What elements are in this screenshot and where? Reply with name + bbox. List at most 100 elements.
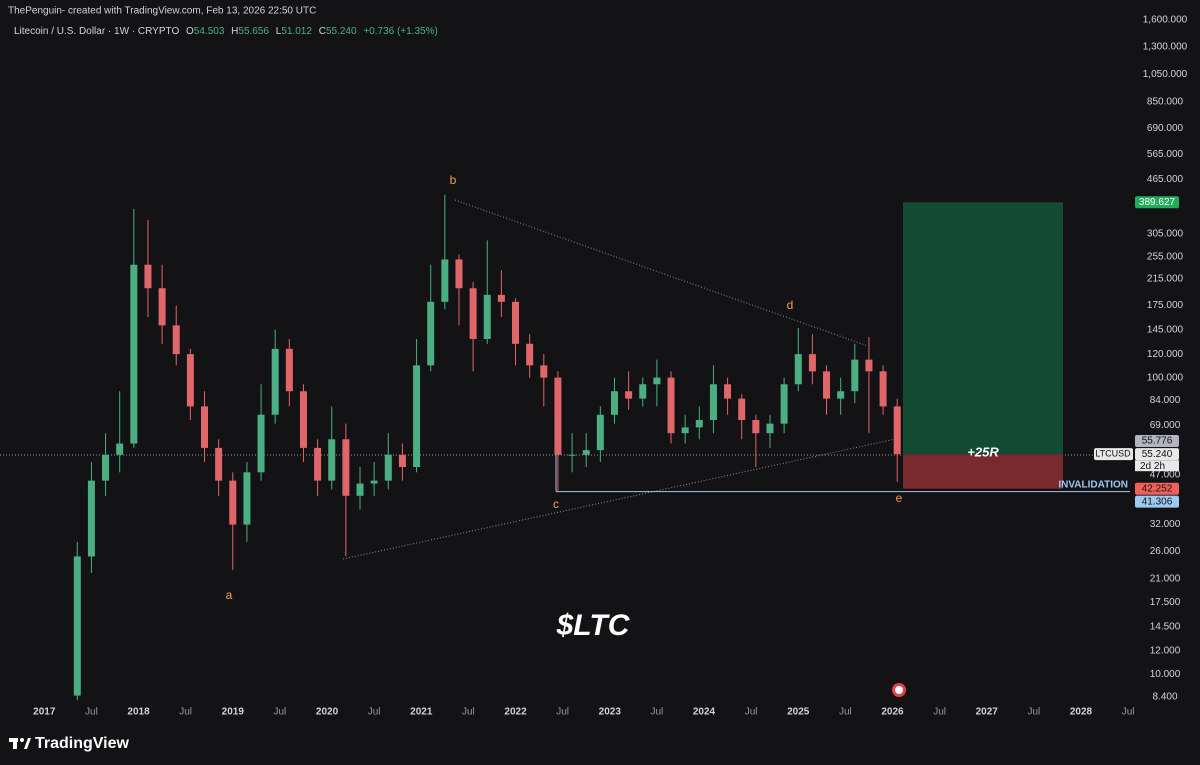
candle-body — [596, 414, 604, 451]
x-tick-label: 2026 — [881, 707, 904, 718]
legend-symbol: Litecoin / U.S. Dollar · 1W · CRYPTO — [14, 26, 179, 37]
legend-key: H — [231, 26, 238, 37]
x-tick-label: 2022 — [504, 707, 527, 718]
price-tag-label: 42.252 — [1142, 483, 1173, 494]
x-tick-label: 2020 — [316, 707, 339, 718]
candle-body — [186, 354, 194, 407]
x-tick-label: 2025 — [787, 707, 810, 718]
x-tick-label: 2017 — [33, 707, 56, 718]
y-tick-label: 32.000 — [1150, 519, 1181, 530]
candle-body — [512, 301, 520, 344]
price-tag — [1135, 196, 1179, 209]
x-tick-label: Jul — [85, 707, 98, 718]
candle-body — [879, 371, 887, 407]
countdown-label: 2d 2h — [1140, 461, 1165, 472]
legend-change: +0.736 (+1.35%) — [363, 26, 438, 37]
y-tick-label: 21.000 — [1150, 574, 1181, 585]
legend-key: O — [186, 26, 194, 37]
price-tag-label: 55.776 — [1142, 436, 1173, 447]
y-tick-label: 69.000 — [1150, 420, 1181, 431]
candle-body — [413, 365, 421, 468]
candle-body — [667, 377, 675, 434]
price-tag — [1135, 448, 1179, 461]
y-tick-label: 14.500 — [1150, 621, 1181, 632]
wave-label: a — [226, 588, 233, 602]
legend-value: 54.503 — [194, 26, 225, 37]
y-tick-label: 145.000 — [1147, 324, 1184, 335]
candle-body — [229, 480, 237, 525]
price-tag-label: 55.240 — [1142, 449, 1173, 460]
y-tick-label: 175.000 — [1147, 300, 1184, 311]
candle-body — [158, 288, 166, 326]
candle-body — [681, 427, 689, 434]
trendline — [454, 199, 869, 347]
legend-key: C — [319, 26, 326, 37]
candle-body — [172, 325, 180, 355]
logo — [9, 738, 31, 749]
x-tick-label: 2019 — [222, 707, 245, 718]
candle-body — [568, 454, 576, 456]
candle-body — [709, 384, 717, 421]
invalidation-label: INVALIDATION — [1058, 479, 1128, 490]
legend-value: 55.656 — [238, 26, 269, 37]
symbol-tag — [1094, 448, 1133, 461]
y-tick-label: 12.000 — [1150, 646, 1181, 657]
price-tag — [1135, 495, 1179, 508]
wave-label: e — [896, 491, 903, 505]
legend-value: 55.240 — [326, 26, 357, 37]
x-tick-label: Jul — [1027, 707, 1040, 718]
candle-body — [497, 294, 505, 302]
y-tick-label: 10.000 — [1150, 669, 1181, 680]
candle-body — [724, 384, 732, 399]
candle-body — [893, 406, 901, 455]
candle-body — [102, 454, 110, 481]
candle-body — [271, 348, 279, 415]
y-tick-label: 17.500 — [1150, 597, 1181, 608]
legend-value: 51.012 — [281, 26, 312, 37]
event-icon-inner — [895, 686, 903, 694]
x-tick-label: 2027 — [976, 707, 999, 718]
y-tick-label: 850.000 — [1147, 96, 1184, 107]
logo-mark — [24, 738, 31, 749]
candle-body — [243, 472, 251, 525]
candle-body — [398, 454, 406, 468]
y-tick-label: 1,300.000 — [1143, 41, 1188, 52]
y-tick-label: 47.000 — [1150, 470, 1181, 481]
logo-mark — [13, 738, 17, 749]
x-tick-label: Jul — [462, 707, 475, 718]
candle-body — [87, 480, 95, 557]
candle-body — [384, 454, 392, 481]
price-tag-label: 389.627 — [1139, 197, 1176, 208]
brand: TradingView — [35, 735, 130, 752]
y-tick-label: 565.000 — [1147, 149, 1184, 160]
candle-body — [299, 391, 307, 448]
candle-body — [639, 384, 647, 399]
candle-body — [314, 447, 322, 481]
x-tick-label: 2024 — [693, 707, 716, 718]
y-tick-label: 465.000 — [1147, 174, 1184, 185]
x-tick-label: 2023 — [599, 707, 622, 718]
y-tick-label: 1,600.000 — [1143, 15, 1188, 26]
position-label: +25R — [967, 445, 999, 460]
candle-body — [540, 365, 548, 378]
candle-body — [794, 354, 802, 385]
price-tag — [1135, 434, 1179, 447]
x-tick-label: 2018 — [127, 707, 150, 718]
candle-body — [342, 439, 350, 496]
candle-body — [865, 359, 873, 372]
candle-body — [427, 301, 435, 366]
candle-body — [582, 450, 590, 455]
y-tick-label: 1,050.000 — [1143, 69, 1188, 80]
wave-label: d — [787, 298, 794, 312]
legend: Litecoin / U.S. Dollar · 1W · CRYPTO O54… — [14, 26, 438, 37]
candle-body — [130, 264, 138, 444]
x-tick-label: Jul — [839, 707, 852, 718]
x-tick-label: 2021 — [410, 707, 433, 718]
y-tick-label: 26.000 — [1150, 546, 1181, 557]
wave-label: c — [553, 497, 559, 511]
x-tick-label: Jul — [368, 707, 381, 718]
x-tick-label: Jul — [556, 707, 569, 718]
candle-body — [257, 414, 265, 473]
